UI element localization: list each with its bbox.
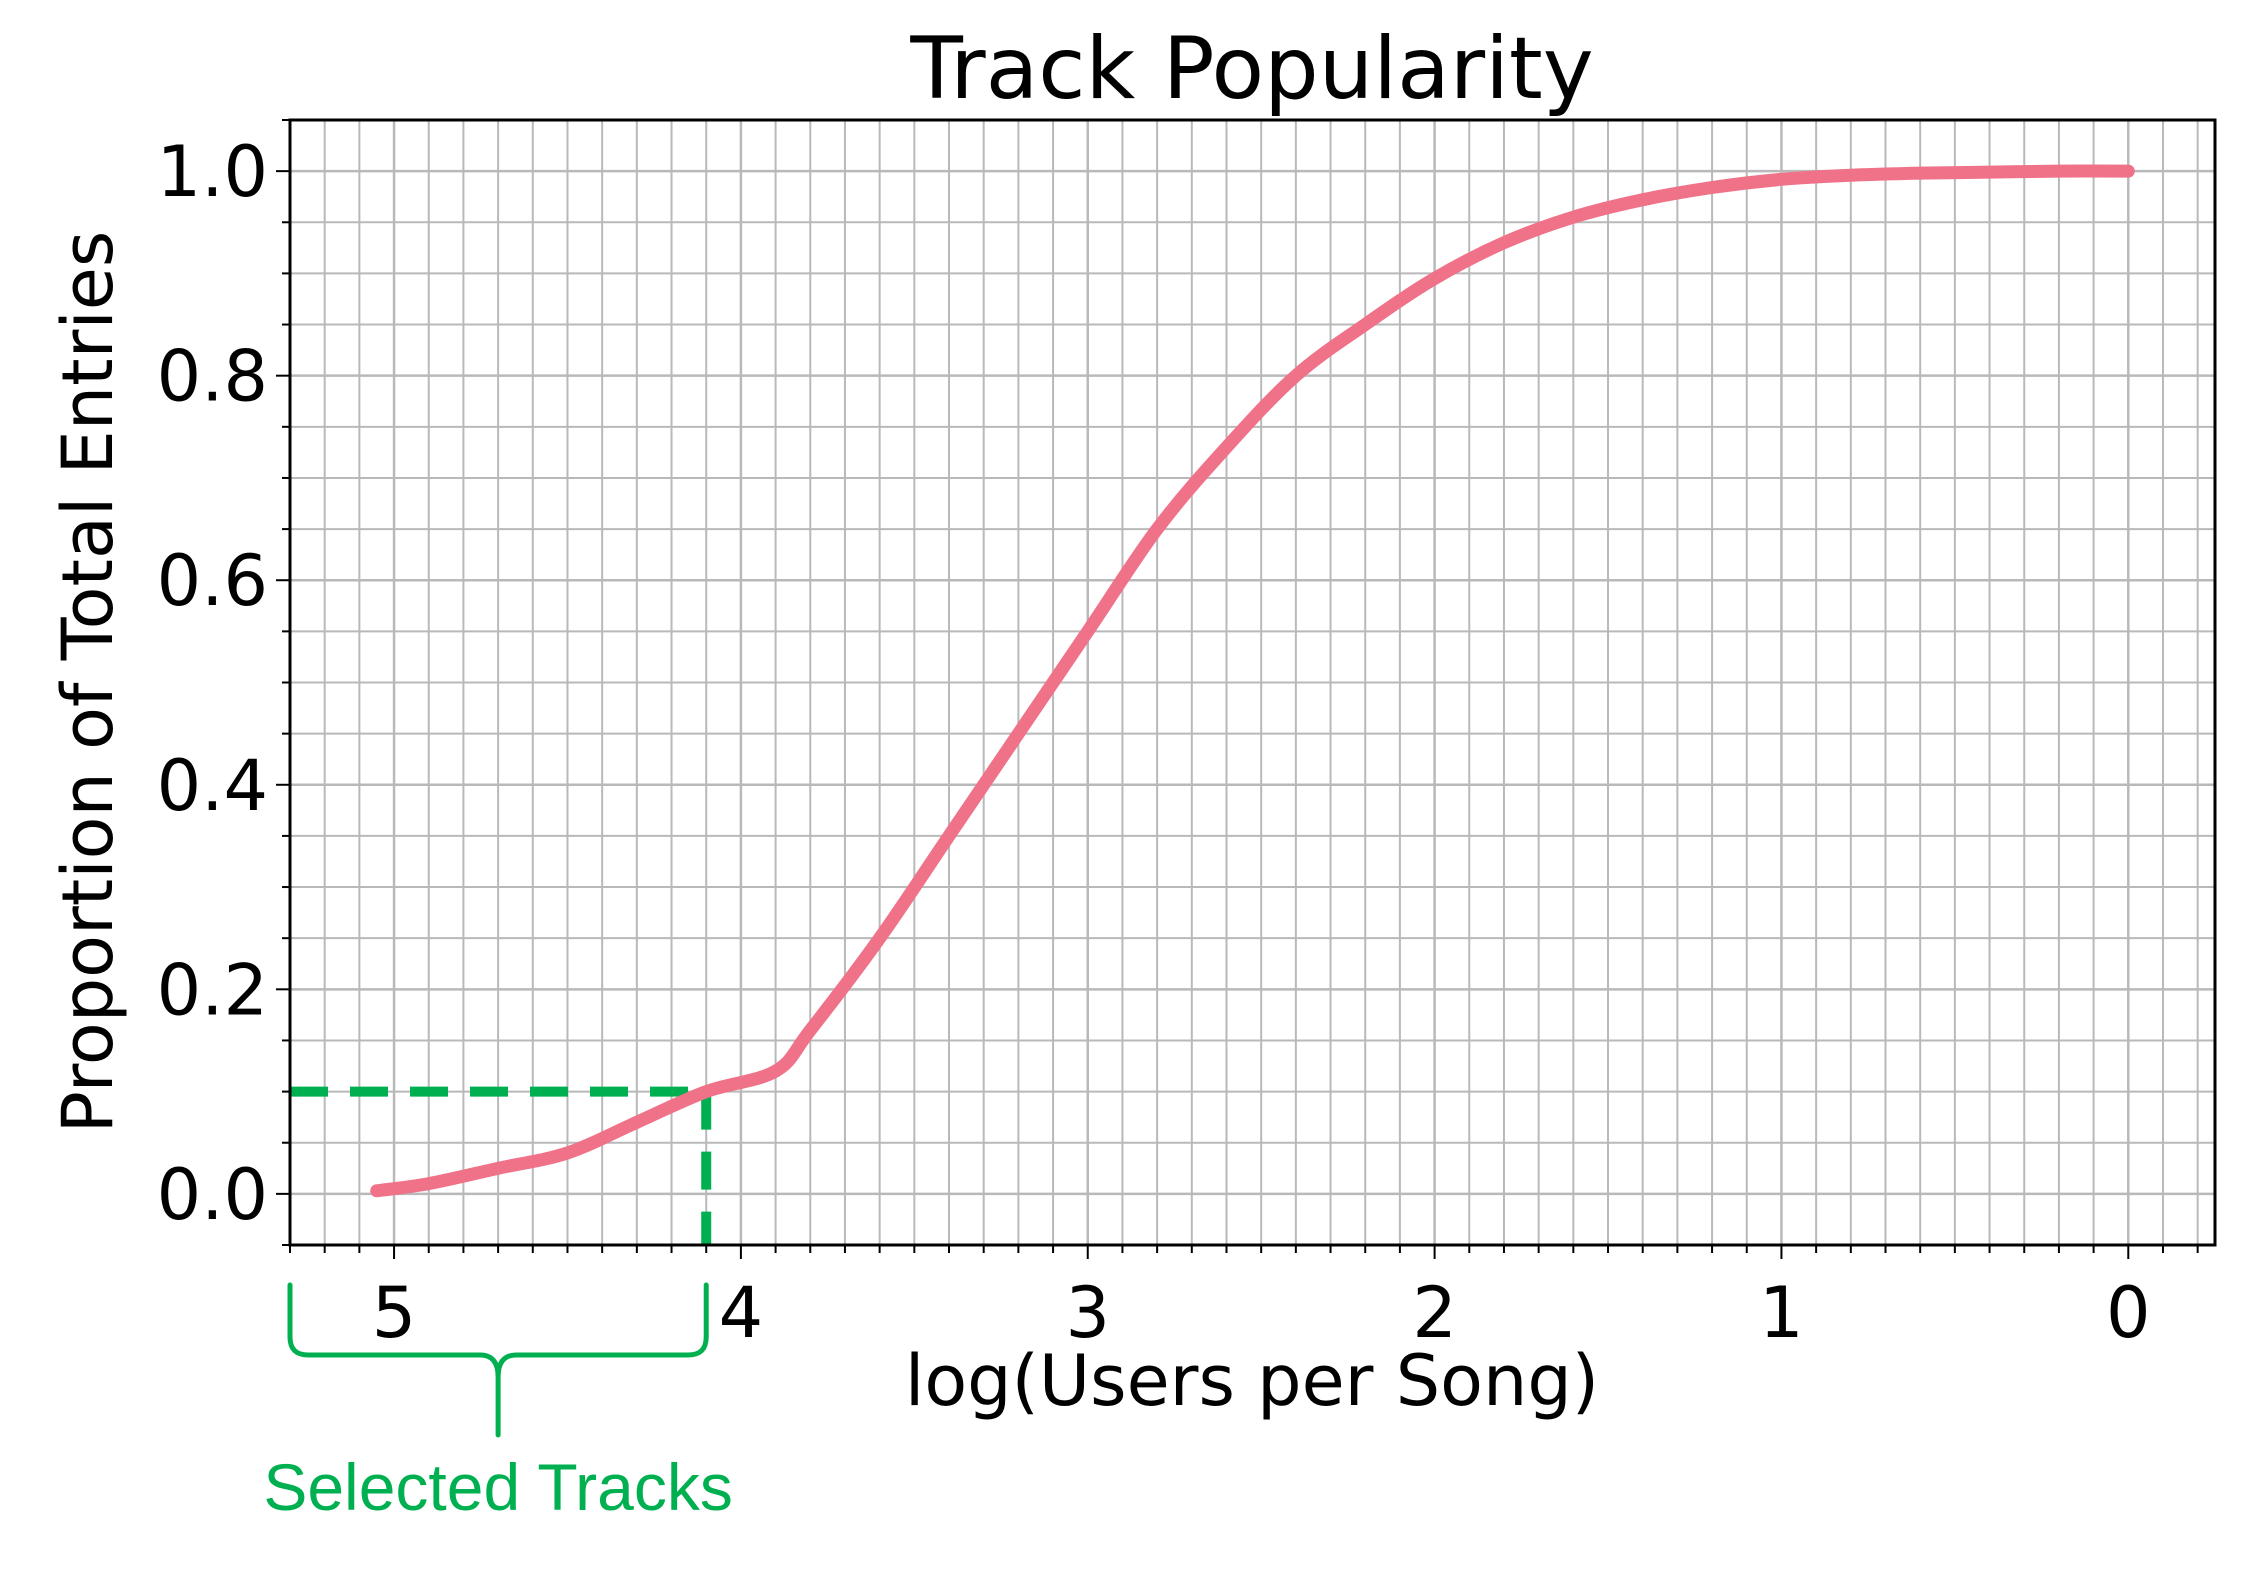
plot-frame (288, 118, 2217, 1247)
y-tick-label: 0.4 (157, 745, 268, 827)
selected-tracks-label: Selected Tracks (263, 1450, 733, 1524)
bracket-shape (287, 1282, 709, 1438)
selected-tracks-bracket (287, 1282, 709, 1438)
y-tick-label: 0.6 (157, 540, 268, 622)
chart-title: Track Popularity (909, 19, 1593, 119)
y-tick-label: 0.0 (157, 1154, 268, 1236)
x-tick-label: 1 (1759, 1272, 1804, 1354)
series-line (370, 164, 2135, 1198)
plot-area (370, 164, 2135, 1198)
x-tick-label: 3 (1065, 1272, 1110, 1354)
y-tick-label: 0.8 (157, 336, 268, 418)
y-tick-label: 0.2 (157, 949, 268, 1031)
x-tick-label: 2 (1412, 1272, 1457, 1354)
grid (289, 119, 2215, 1246)
y-tick-label: 1.0 (157, 131, 268, 213)
y-axis-label: Proportion of Total Entries (47, 231, 129, 1134)
x-tick-label: 5 (372, 1272, 417, 1354)
selection-guides (290, 1086, 712, 1245)
x-tick-label: 4 (719, 1272, 764, 1354)
x-tick-label: 0 (2106, 1272, 2151, 1354)
x-axis-label: log(Users per Song) (905, 1340, 1599, 1422)
